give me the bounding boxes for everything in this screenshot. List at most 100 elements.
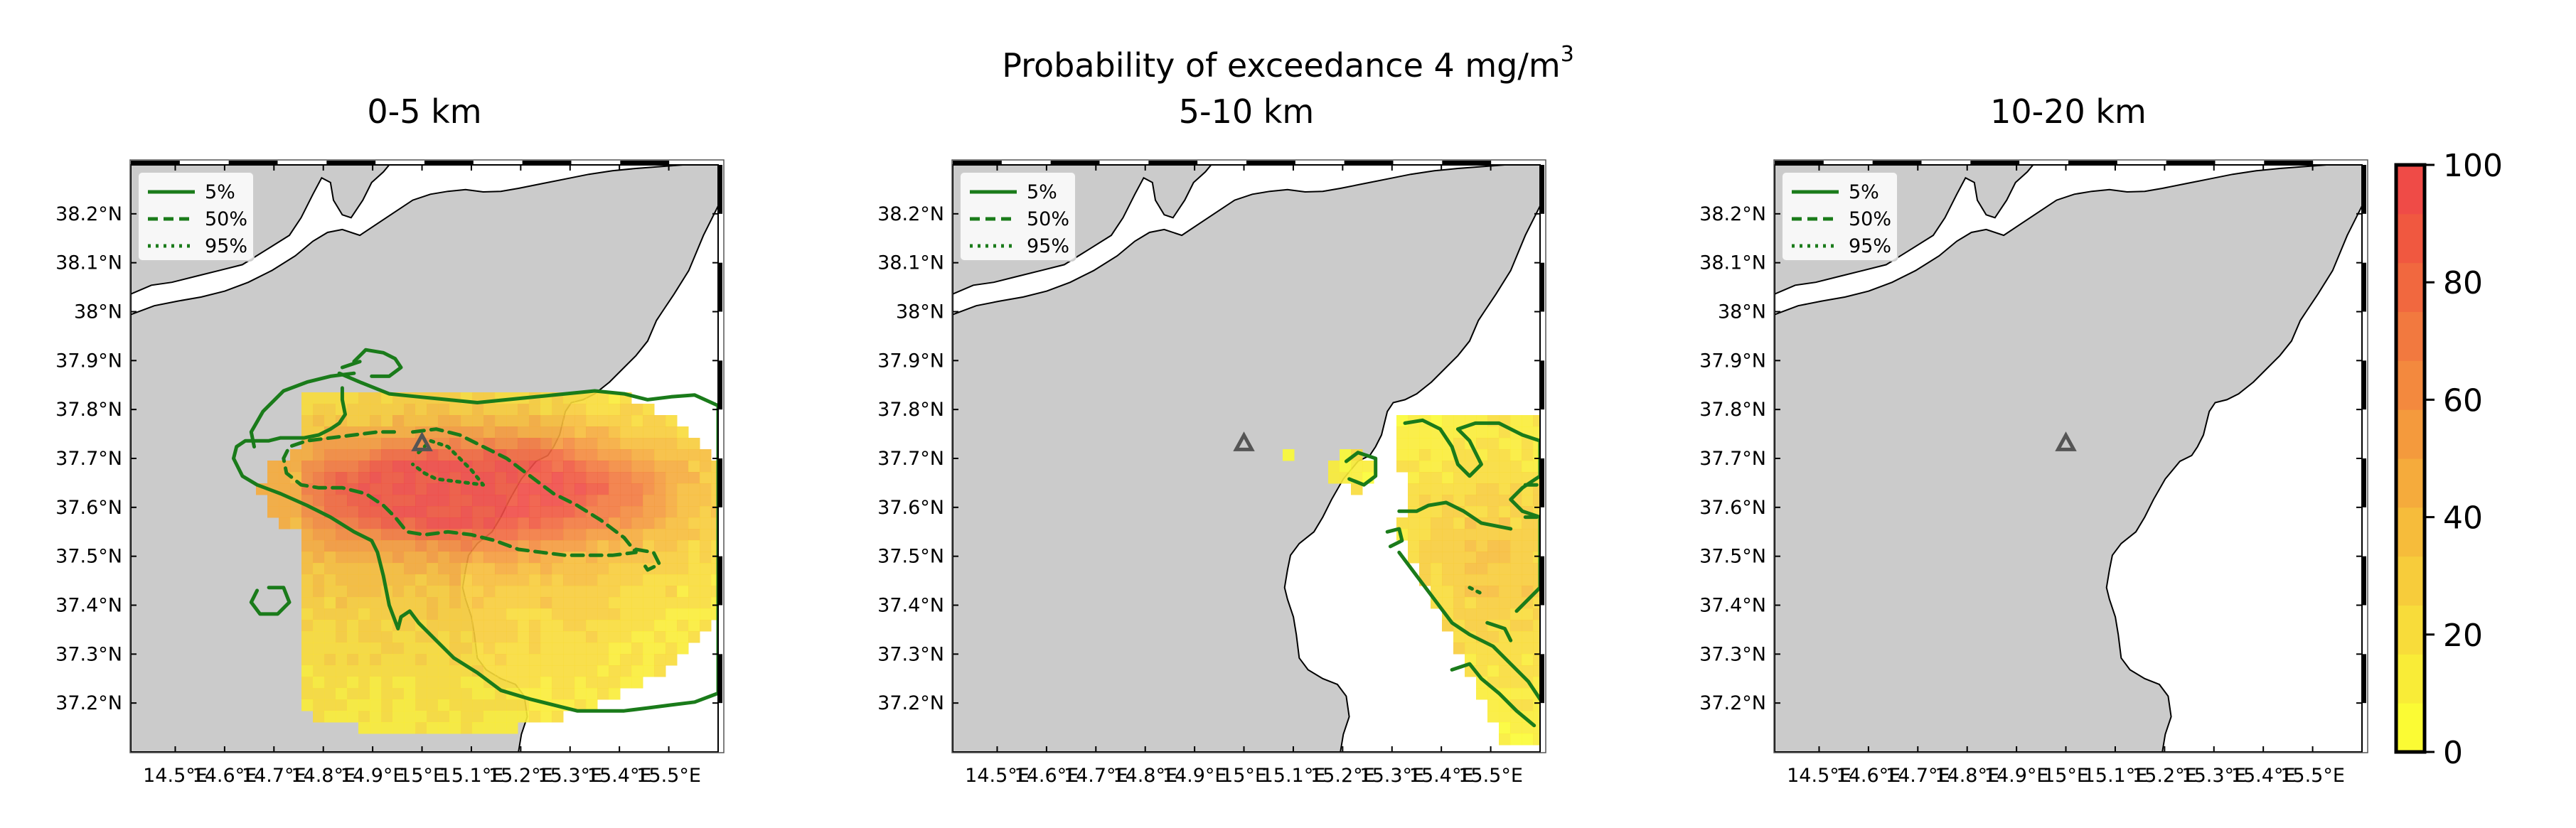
probability-cell (506, 665, 518, 677)
probability-cell (392, 563, 405, 575)
probability-cell (609, 392, 621, 404)
probability-cell (1465, 461, 1477, 473)
probability-cell (336, 540, 348, 552)
probability-cell (358, 665, 370, 677)
probability-cell (586, 699, 598, 711)
probability-cell (370, 517, 382, 529)
probability-cell (313, 608, 325, 620)
probability-cell (438, 699, 450, 711)
probability-cell (540, 608, 552, 620)
probability-cell (472, 620, 484, 632)
probability-cell (301, 517, 314, 529)
probability-cell (574, 404, 587, 416)
probability-cell (609, 688, 621, 700)
probability-cell (609, 495, 621, 507)
map-border-segment (2264, 161, 2314, 166)
probability-cell (1340, 472, 1352, 484)
probability-cell (1499, 722, 1511, 734)
probability-cell (518, 620, 530, 632)
probability-cell (586, 392, 598, 404)
probability-cell (1431, 552, 1443, 564)
contour-solid (249, 371, 356, 448)
probability-cell (1522, 608, 1534, 620)
probability-cell (666, 654, 678, 666)
probability-cell (677, 608, 689, 620)
probability-cell (700, 608, 712, 620)
probability-cell (540, 654, 552, 666)
probability-cell (1351, 483, 1363, 495)
probability-cell (370, 597, 382, 609)
probability-cell (552, 404, 564, 416)
probability-cell (1408, 517, 1420, 529)
probability-cell (1431, 574, 1443, 586)
probability-cell (324, 699, 336, 711)
probability-cell (1476, 472, 1488, 484)
probability-cell (609, 449, 621, 461)
probability-cell (597, 438, 609, 450)
probability-cell (597, 461, 609, 473)
y-tick-label: 38.1°N (877, 252, 944, 274)
x-tick-label: 15°E (1221, 765, 1267, 787)
probability-cell (518, 517, 530, 529)
probability-cell (495, 608, 507, 620)
probability-cell (415, 597, 427, 609)
probability-cell (370, 529, 382, 541)
probability-cell (700, 483, 712, 495)
map-border-segment (1775, 161, 1824, 166)
probability-cell (449, 415, 461, 427)
probability-cell (609, 563, 621, 575)
probability-cell (392, 665, 405, 677)
probability-cell (574, 483, 587, 495)
probability-cell (677, 574, 689, 586)
probability-cell (620, 620, 632, 632)
y-tick-label: 37.7°N (1699, 448, 1766, 470)
probability-cell (313, 677, 325, 689)
probability-cell (461, 404, 473, 416)
x-tick-label: 14.6°E (1837, 765, 1901, 787)
probability-cell (472, 426, 484, 439)
map-outer-frame (1773, 159, 2368, 753)
panel-title-5-10km: 5-10 km (1178, 92, 1315, 131)
probability-cell (449, 506, 461, 518)
probability-cell (1442, 517, 1454, 529)
probability-cell (392, 711, 405, 723)
probability-cell (461, 495, 473, 507)
probability-cell (347, 597, 359, 609)
probability-cell (654, 426, 666, 439)
probability-cell (336, 608, 348, 620)
probability-cell (700, 540, 712, 552)
probability-cell (290, 449, 302, 461)
probability-cell (1533, 495, 1540, 507)
probability-cell (1510, 722, 1522, 734)
probability-cell (506, 483, 518, 495)
probability-cell (1476, 529, 1488, 541)
probability-cell (392, 483, 405, 495)
contour-solid (1344, 451, 1378, 487)
probability-cell (1533, 517, 1540, 529)
probability-cell (483, 642, 496, 655)
probability-cell (358, 415, 370, 427)
probability-cell (643, 404, 655, 416)
probability-cell (301, 699, 314, 711)
probability-cell (347, 449, 359, 461)
probability-cell (1510, 688, 1522, 700)
probability-cell (506, 529, 518, 541)
probability-cell (506, 574, 518, 586)
probability-cell (1453, 563, 1465, 575)
probability-cell (1408, 461, 1420, 473)
map-border-segment (1539, 556, 1544, 606)
probability-cell (597, 449, 609, 461)
probability-cell (392, 472, 405, 484)
probability-cell (540, 620, 552, 632)
probability-field (1283, 415, 1540, 746)
probability-cell (472, 586, 484, 598)
probability-cell (620, 472, 632, 484)
probability-cell (427, 552, 439, 564)
y-tick-label: 37.5°N (877, 546, 944, 568)
colorbar-segment (2396, 213, 2425, 264)
probability-cell (552, 563, 564, 575)
probability-cell (495, 506, 507, 518)
probability-cell (529, 506, 541, 518)
probability-cell (700, 495, 712, 507)
